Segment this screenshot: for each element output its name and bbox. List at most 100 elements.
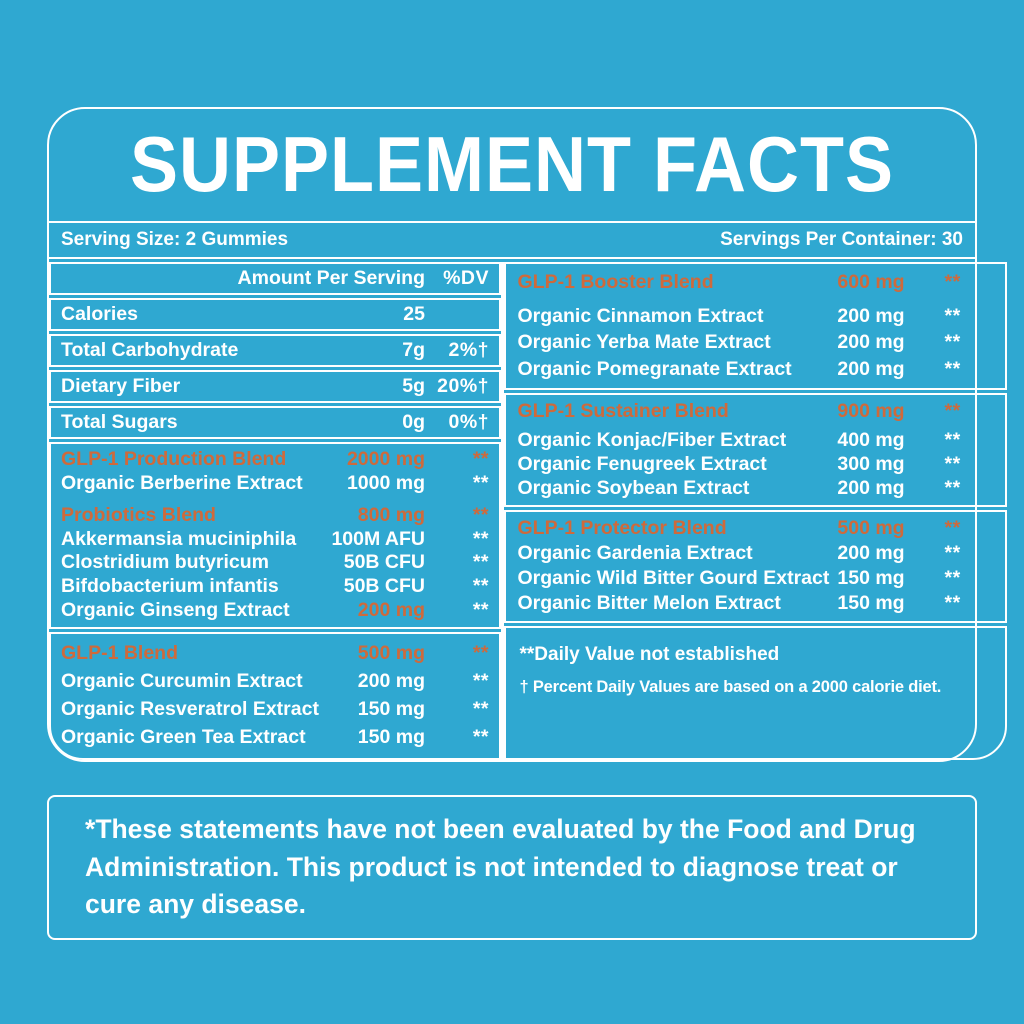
footnotes-box: **Daily Value not established † Percent … [503, 625, 1007, 760]
ingredient-amount: 200 mg [357, 598, 425, 621]
protector-blend-box: GLP-1 Protector Blend 500 mg ** Organic … [503, 509, 1007, 623]
dv-asterisks: ** [944, 541, 961, 564]
blend-header-row: Probiotics Blend 800 mg ** [51, 504, 499, 527]
nutrition-amount: 0g [402, 410, 425, 433]
nutrition-amount: 5g [402, 374, 425, 397]
blend-header-row: GLP-1 Protector Blend 500 mg ** [506, 517, 1005, 540]
ingredient-name: Clostridium butyricum [61, 551, 270, 574]
disclaimer-box: *These statements have not been evaluate… [47, 795, 977, 940]
dv-asterisks: ** [472, 527, 489, 550]
dv-asterisks: ** [944, 476, 961, 499]
ingredient-name: Organic Fenugreek Extract [517, 452, 767, 475]
dv-asterisks: ** [472, 575, 489, 598]
dv-asterisks: ** [472, 472, 489, 495]
blend-name: Probiotics Blend [61, 504, 216, 527]
ingredient-row: Clostridium butyricum 50B CFU ** [51, 551, 499, 574]
title-block: SUPPLEMENT FACTS [49, 109, 975, 221]
dv-asterisks: ** [944, 399, 961, 422]
ingredient-row: Akkermansia muciniphila 100M AFU ** [51, 528, 499, 551]
nutrition-name: Calories [61, 302, 138, 325]
servings-per-container-text: Servings Per Container: 30 [720, 229, 963, 250]
dv-asterisks: ** [944, 304, 961, 327]
ingredient-row: Organic Gardenia Extract 200 mg ** [506, 542, 1005, 565]
footnote-percent-text: † Percent Daily Values are based on a 20… [519, 677, 942, 696]
disclaimer-text: *These statements have not been evaluate… [85, 814, 916, 920]
dv-asterisks: ** [944, 331, 961, 354]
ingredient-row: Organic Yerba Mate Extract 200 mg ** [506, 331, 1005, 354]
glp1-blend-box: GLP-1 Blend 500 mg ** Organic Curcumin E… [49, 631, 501, 760]
nutrition-name: Dietary Fiber [61, 374, 181, 397]
ingredient-row: Organic Cinnamon Extract 200 mg ** [506, 305, 1005, 328]
serving-row: Serving Size: 2 Gummies Servings Per Con… [49, 221, 975, 259]
dv-asterisks: ** [472, 598, 489, 621]
ingredient-row: Organic Curcumin Extract 200 mg ** [51, 670, 499, 693]
ingredient-name: Organic Berberine Extract [61, 472, 303, 495]
blend-amount: 500 mg [357, 642, 425, 665]
ingredient-amount: 100M AFU [331, 527, 425, 550]
production-probiotics-blend-box: GLP-1 Production Blend 2000 mg ** Organi… [49, 442, 501, 629]
ingredient-name: Organic Gardenia Extract [517, 541, 753, 564]
nutrition-row: Calories 25 [49, 298, 501, 331]
nutrition-dv: 20%† [437, 374, 489, 397]
ingredient-row: Bifdobacterium infantis 50B CFU ** [51, 575, 499, 598]
supplement-facts-panel: SUPPLEMENT FACTS Serving Size: 2 Gummies… [47, 107, 1007, 762]
dv-asterisks: ** [944, 452, 961, 475]
dv-asterisks: ** [944, 591, 961, 614]
dv-asterisks: ** [472, 551, 489, 574]
sustainer-blend-box: GLP-1 Sustainer Blend 900 mg ** Organic … [503, 393, 1007, 507]
dv-asterisks: ** [472, 726, 489, 749]
panel-title: SUPPLEMENT FACTS [129, 121, 895, 209]
ingredient-amount: 150 mg [357, 698, 425, 721]
blend-name: GLP-1 Booster Blend [517, 271, 714, 294]
ingredient-amount: 150 mg [357, 726, 425, 749]
ingredient-amount: 50B CFU [343, 575, 425, 598]
ingredient-name: Organic Soybean Extract [517, 476, 750, 499]
ingredient-amount: 200 mg [837, 304, 905, 327]
ingredient-name: Organic Curcumin Extract [61, 670, 303, 693]
dv-asterisks: ** [472, 670, 489, 693]
nutrition-dv: 2%† [448, 338, 489, 361]
ingredient-amount: 200 mg [837, 541, 905, 564]
ingredient-row: Organic Ginseng Extract 200 mg ** [51, 599, 499, 622]
nutrition-amount: 7g [402, 338, 425, 361]
dv-asterisks: ** [472, 698, 489, 721]
left-column: Amount Per Serving %DV Calories 25 Total… [49, 262, 501, 760]
ingredient-name: Organic Yerba Mate Extract [517, 331, 771, 354]
nutrition-amount: 25 [403, 302, 425, 325]
nutrition-row: Total Carbohydrate 7g 2%† [49, 334, 501, 367]
section-gap [506, 298, 1005, 302]
dv-asterisks: ** [944, 428, 961, 451]
ingredient-row: Organic Resveratrol Extract 150 mg ** [51, 698, 499, 721]
ingredient-name: Organic Bitter Melon Extract [517, 591, 781, 614]
blend-header-row: GLP-1 Booster Blend 600 mg ** [506, 271, 1005, 294]
ingredient-name: Organic Wild Bitter Gourd Extract [517, 566, 830, 589]
blend-name: GLP-1 Sustainer Blend [517, 399, 729, 422]
nutrition-dv: 0%† [448, 410, 489, 433]
blend-name: GLP-1 Production Blend [61, 448, 287, 471]
section-gap [506, 424, 1005, 428]
blend-name: GLP-1 Protector Blend [517, 517, 727, 540]
ingredient-amount: 150 mg [837, 591, 905, 614]
ingredient-amount: 50B CFU [343, 551, 425, 574]
ingredient-amount: 200 mg [357, 670, 425, 693]
amount-per-serving-label: Amount Per Serving [237, 266, 425, 289]
nutrition-name: Total Carbohydrate [61, 338, 239, 361]
nutrition-header-row: Amount Per Serving %DV [49, 262, 501, 295]
facts-columns: Amount Per Serving %DV Calories 25 Total… [49, 259, 1007, 760]
booster-blend-box: GLP-1 Booster Blend 600 mg ** Organic Ci… [503, 262, 1007, 391]
ingredient-row: Organic Green Tea Extract 150 mg ** [51, 726, 499, 749]
blend-header-row: GLP-1 Production Blend 2000 mg ** [51, 448, 499, 471]
blend-amount: 900 mg [837, 399, 905, 422]
dv-asterisks: ** [944, 566, 961, 589]
dv-asterisks: ** [472, 642, 489, 665]
ingredient-amount: 400 mg [837, 428, 905, 451]
ingredient-amount: 1000 mg [346, 472, 425, 495]
ingredient-name: Bifdobacterium infantis [61, 575, 279, 598]
ingredient-row: Organic Bitter Melon Extract 150 mg ** [506, 592, 1005, 615]
ingredient-amount: 150 mg [837, 566, 905, 589]
ingredient-row: Organic Pomegranate Extract 200 mg ** [506, 358, 1005, 381]
percent-dv-label: %DV [443, 266, 489, 289]
dv-asterisks: ** [944, 517, 961, 540]
nutrition-name: Total Sugars [61, 410, 178, 433]
